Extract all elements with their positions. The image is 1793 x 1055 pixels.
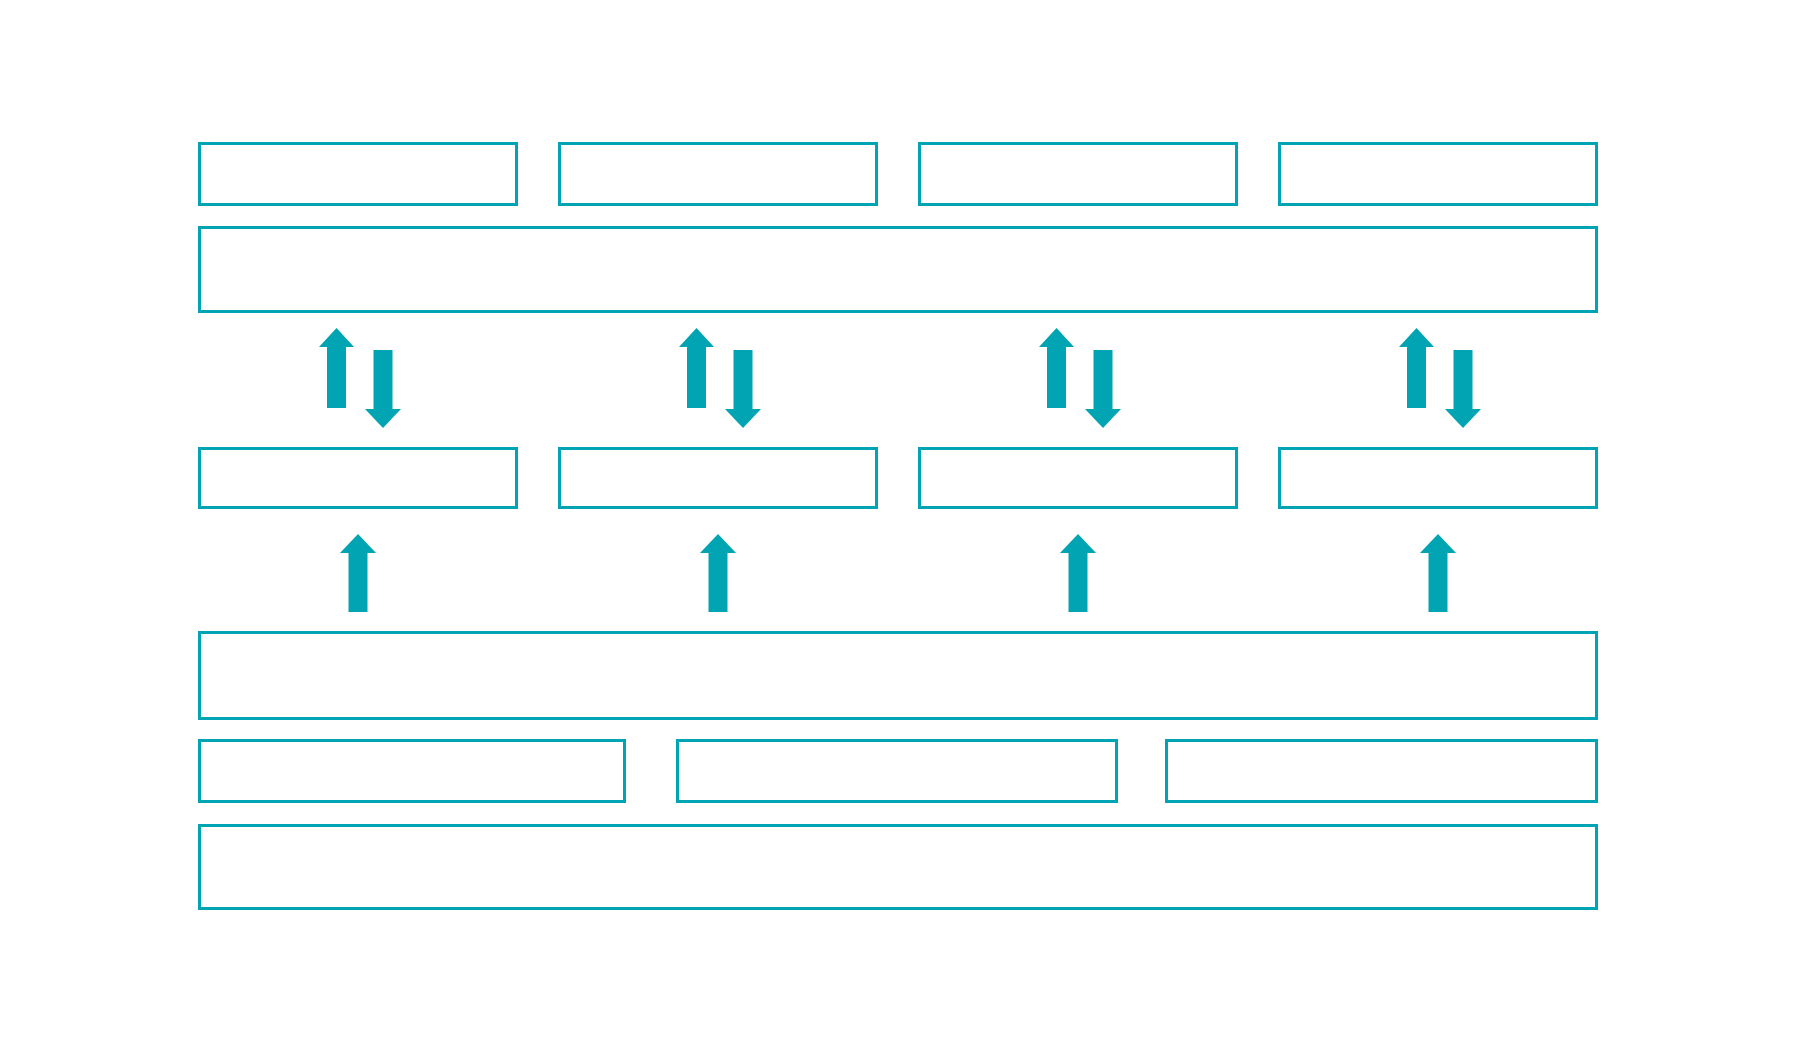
lower-layer-box-3 <box>1165 739 1598 803</box>
up-arrow-icon <box>700 534 736 612</box>
wide-layer-box-2 <box>198 631 1598 720</box>
top-layer-box-4 <box>1278 142 1598 206</box>
up-arrow-icon <box>340 534 376 612</box>
down-arrow-icon <box>1085 350 1121 428</box>
middle-layer-box-3 <box>918 447 1238 509</box>
middle-layer-box-2 <box>558 447 878 509</box>
down-arrow-icon <box>725 350 761 428</box>
wide-layer-box-3 <box>198 824 1598 910</box>
top-layer-box-2 <box>558 142 878 206</box>
up-arrow-icon <box>1039 328 1074 408</box>
up-arrow-icon <box>679 328 714 408</box>
middle-layer-box-4 <box>1278 447 1598 509</box>
down-arrow-icon <box>365 350 401 428</box>
up-arrow-icon <box>1060 534 1096 612</box>
top-layer-box-3 <box>918 142 1238 206</box>
top-layer-box-1 <box>198 142 518 206</box>
up-arrow-icon <box>319 328 354 408</box>
up-arrow-icon <box>1420 534 1456 612</box>
up-arrow-icon <box>1399 328 1434 408</box>
middle-layer-box-1 <box>198 447 518 509</box>
lower-layer-box-2 <box>676 739 1118 803</box>
lower-layer-box-1 <box>198 739 626 803</box>
wide-layer-box-1 <box>198 226 1598 313</box>
down-arrow-icon <box>1445 350 1481 428</box>
